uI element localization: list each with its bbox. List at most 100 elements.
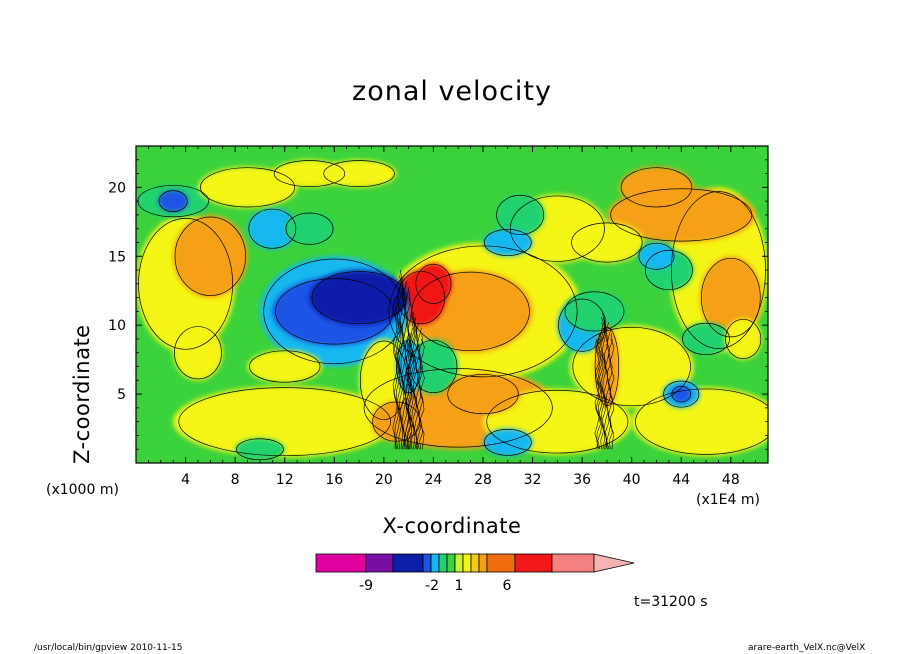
contour xyxy=(249,350,321,383)
contour-lines xyxy=(137,160,768,461)
contour xyxy=(415,263,452,304)
colorbar-segment xyxy=(422,553,432,573)
x-tick-label: 8 xyxy=(231,472,240,488)
y-tick-label: 15 xyxy=(108,249,126,265)
contour xyxy=(174,326,222,380)
colorbar-segment xyxy=(365,553,394,573)
contour xyxy=(610,188,753,242)
contour xyxy=(363,368,553,448)
field-region xyxy=(569,221,645,264)
contour xyxy=(285,212,334,245)
contour-plume xyxy=(393,292,400,450)
x-tick-label: 40 xyxy=(623,472,641,488)
contour-plume xyxy=(404,338,410,450)
field-region xyxy=(724,318,762,360)
y-axis: 5 10 15 20 xyxy=(108,159,768,450)
contour xyxy=(447,374,519,415)
x-tick-label: 44 xyxy=(672,472,690,488)
colorbar-arrow xyxy=(593,553,635,573)
x-tick-label: 4 xyxy=(181,472,190,488)
contour xyxy=(701,257,761,338)
contour xyxy=(397,271,445,325)
field-region xyxy=(563,290,626,333)
contour-plume xyxy=(413,316,419,450)
contour xyxy=(635,388,768,455)
x-axis-label: X-coordinate xyxy=(382,514,522,538)
contour xyxy=(236,438,284,461)
field-region xyxy=(619,166,694,209)
field-region xyxy=(414,263,453,305)
contour-plume xyxy=(607,333,613,450)
time-label: t=31200 s xyxy=(634,594,708,610)
contour xyxy=(496,194,545,235)
contour xyxy=(483,229,532,256)
x-tick-label: 24 xyxy=(424,472,442,488)
x-tick-label: 48 xyxy=(722,472,740,488)
colorbar-segment xyxy=(462,553,472,573)
field-region xyxy=(247,208,298,250)
contour xyxy=(323,160,395,188)
contour xyxy=(273,160,346,188)
contour xyxy=(158,190,188,212)
colorbar-segment xyxy=(392,553,424,573)
field-region xyxy=(445,373,521,415)
colorbar-segment xyxy=(478,553,488,573)
chart-title: zonal velocity xyxy=(352,76,552,107)
field-region xyxy=(284,212,335,246)
contour xyxy=(311,271,407,325)
contour xyxy=(725,318,762,359)
colorbar-segment xyxy=(430,553,440,573)
colorbar-label: 1 xyxy=(455,578,464,594)
x-tick-label: 20 xyxy=(375,472,393,488)
contour-plume xyxy=(594,338,600,450)
x-tick-label: 32 xyxy=(524,472,542,488)
x-scale-label: (x1E4 m) xyxy=(696,492,760,508)
field-region xyxy=(699,256,762,339)
colorbar-segment xyxy=(486,553,516,573)
colorbar-segment xyxy=(514,553,553,573)
y-tick-label: 10 xyxy=(108,318,126,334)
contour-plume xyxy=(406,333,412,450)
x-tick-label: 12 xyxy=(276,472,294,488)
field-region xyxy=(482,228,533,257)
y-tick-label: 5 xyxy=(117,387,126,403)
field-region xyxy=(309,270,409,326)
contour xyxy=(509,195,605,262)
x-tick-label: 28 xyxy=(474,472,492,488)
contour-plume xyxy=(401,275,407,450)
colorbar-segment xyxy=(315,553,367,573)
field-region xyxy=(235,438,285,461)
contour-plume xyxy=(392,297,398,450)
contour-plume xyxy=(609,338,615,450)
x-unit-label: (x1000 m) xyxy=(46,482,119,498)
field-region xyxy=(173,325,223,381)
contour xyxy=(174,216,247,296)
contour-plume xyxy=(396,281,402,450)
contour xyxy=(275,278,394,345)
velocity-field xyxy=(136,146,768,463)
contour xyxy=(200,167,295,208)
field-region xyxy=(247,349,322,384)
colorbar-label: 6 xyxy=(503,578,512,594)
contour-plume xyxy=(409,322,415,450)
contour xyxy=(558,298,607,352)
contour-plume xyxy=(418,333,424,450)
field-region xyxy=(681,322,731,356)
field-region xyxy=(321,159,397,188)
colorbar-segment xyxy=(446,553,456,573)
colorbar-segment xyxy=(438,553,448,573)
footer-right: arare-earth_VelX.nc@VelX xyxy=(748,643,866,653)
field-region xyxy=(637,242,676,271)
contour-plume xyxy=(419,338,425,450)
colorbar-label: -2 xyxy=(425,578,439,594)
colorbar-label: -9 xyxy=(359,578,373,594)
field-region xyxy=(482,428,533,457)
contour xyxy=(486,389,629,454)
contour xyxy=(483,428,532,456)
field-region xyxy=(158,190,189,213)
colorbar: -9 -2 1 6 xyxy=(315,553,635,594)
field-region xyxy=(408,338,459,395)
contour xyxy=(359,340,408,420)
contour xyxy=(178,387,392,457)
